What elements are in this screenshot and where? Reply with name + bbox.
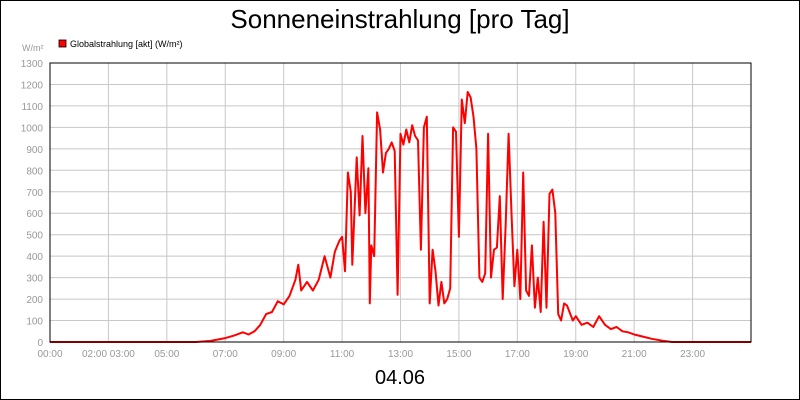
x-tick-label: 17:00 [505, 349, 530, 360]
legend-swatch [58, 39, 67, 48]
y-unit-label: W/m² [22, 43, 44, 53]
legend: Globalstrahlung [akt] (W/m²) [58, 39, 183, 49]
date-label: 04.06 [375, 367, 425, 389]
x-tick-label: 21:00 [622, 349, 647, 360]
y-tick-label: 1200 [21, 80, 44, 91]
x-axis-ticks: 00:00 02:00 03:00 05:00 07:00 09:00 11:00 13:0… [37, 349, 705, 360]
x-tick-label: 07:00 [213, 349, 238, 360]
legend-label: Globalstrahlung [akt] (W/m²) [70, 39, 183, 49]
y-tick-label: 1300 [21, 59, 44, 70]
x-tick-label: 11:00 [330, 349, 355, 360]
y-tick-label: 900 [26, 145, 43, 156]
y-tick-label: 500 [26, 231, 43, 242]
y-tick-label: 400 [26, 252, 43, 263]
x-tick-label: 19:00 [563, 349, 588, 360]
plot-border [49, 62, 752, 343]
y-tick-label: 300 [26, 274, 43, 285]
y-tick-label: 600 [26, 209, 43, 220]
grid [49, 62, 751, 343]
x-tick-label: 23:00 [680, 349, 705, 360]
y-tick-label: 800 [26, 166, 43, 177]
x-tick-label: 05:00 [154, 349, 179, 360]
x-tick-label: 15:00 [446, 349, 471, 360]
y-tick-label: 100 [26, 317, 43, 328]
x-tick-label: 02:00 03:00 [82, 349, 135, 360]
y-tick-label: 1100 [21, 102, 43, 113]
x-tick-label: 13:00 [388, 349, 413, 360]
y-tick-label: 700 [26, 188, 43, 199]
x-tick-label: 00:00 [37, 349, 62, 360]
chart-title: Sonneneinstrahlung [pro Tag] [230, 4, 569, 34]
y-tick-label: 1000 [21, 123, 44, 134]
y-tick-label: 200 [26, 295, 43, 306]
y-axis-ticks: 0 100 200 300 400 500 600 700 800 900 1000 1100 1200… [21, 59, 44, 349]
x-tick-label: 09:00 [271, 349, 296, 360]
y-tick-label: 0 [37, 338, 43, 349]
series-line-globalstrahlung [50, 91, 751, 343]
